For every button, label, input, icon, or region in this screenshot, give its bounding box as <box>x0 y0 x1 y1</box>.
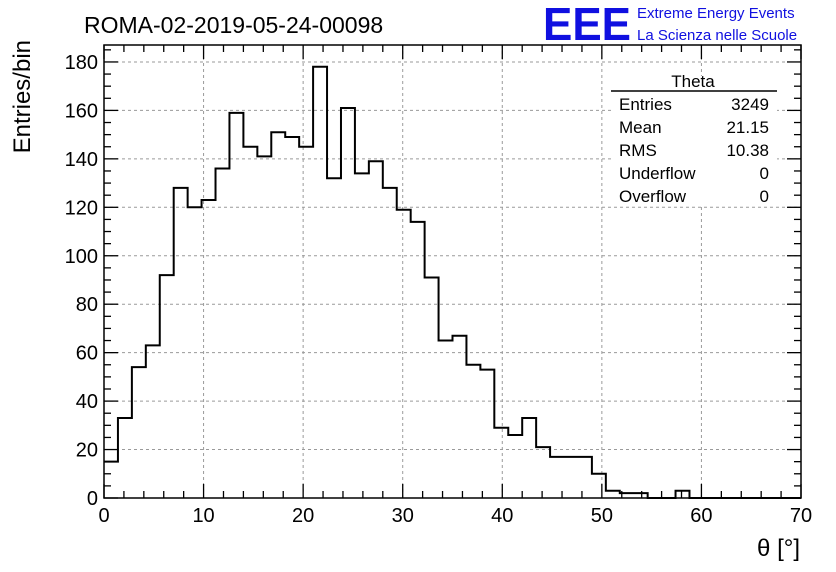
x-tick-label: 40 <box>491 505 513 527</box>
stats-row-label: RMS <box>619 141 657 160</box>
stats-row-value: 0 <box>760 187 769 206</box>
y-tick-label: 0 <box>87 488 98 510</box>
histogram-bin <box>341 108 355 498</box>
histogram-bin <box>411 222 425 498</box>
x-tick-label: 50 <box>591 505 613 527</box>
y-tick-labels: 0 20 40 60 80 100 120 140 160 180 <box>65 52 98 510</box>
run-title: ROMA-02-2019-05-24-00098 <box>84 12 383 38</box>
histogram-bin <box>536 447 550 498</box>
stats-box: Theta Entries 3249 Mean 21.15 RMS 10.38 Underf… <box>611 72 777 206</box>
x-tick-label: 70 <box>790 505 812 527</box>
y-tick-label: 60 <box>76 343 98 365</box>
x-tick-label: 30 <box>392 505 414 527</box>
histogram-bin <box>606 491 620 498</box>
eee-logo-line2: La Scienza nelle Scuole <box>637 27 797 44</box>
histogram-outline <box>104 65 801 499</box>
histogram-bin <box>466 365 480 498</box>
histogram-bin <box>243 147 257 498</box>
histogram-bin <box>299 147 313 498</box>
histogram-bin <box>271 132 285 498</box>
y-tick-label: 80 <box>76 294 98 316</box>
tick-layer <box>103 45 802 499</box>
grid-layer <box>104 45 801 498</box>
y-tick-label: 160 <box>65 100 98 122</box>
eee-logo-line1: Extreme Energy Events <box>637 5 795 22</box>
stats-row-label: Mean <box>619 118 662 137</box>
stats-row-label: Entries <box>619 95 672 114</box>
plot-frame <box>103 44 802 499</box>
histogram-bin <box>174 188 188 498</box>
stats-row-label: Underflow <box>619 164 696 183</box>
histogram-bin <box>313 67 327 498</box>
histogram-series <box>104 65 801 499</box>
stats-row-value: 3249 <box>731 95 769 114</box>
x-tick-label: 60 <box>690 505 712 527</box>
x-axis-title: θ [°] <box>757 535 800 562</box>
y-tick-label: 180 <box>65 52 98 74</box>
histogram-bin <box>397 210 411 498</box>
histogram-bin <box>160 275 174 498</box>
y-tick-label: 100 <box>65 246 98 268</box>
histogram-bin <box>439 341 453 498</box>
histogram-bin <box>285 137 299 498</box>
histogram-bin <box>369 161 383 498</box>
y-tick-label: 140 <box>65 149 98 171</box>
histogram-bin <box>383 188 397 498</box>
histogram-bin <box>216 169 230 498</box>
x-tick-labels: 0 10 20 30 40 50 60 70 <box>98 505 812 527</box>
x-tick-label: 10 <box>192 505 214 527</box>
stats-box-rows: Entries 3249 Mean 21.15 RMS 10.38 Underflow 0 Ov… <box>619 95 769 206</box>
histogram-bin <box>494 428 508 498</box>
stats-row-label: Overflow <box>619 187 687 206</box>
y-tick-label: 40 <box>76 391 98 413</box>
eee-logo-letters: EEE <box>543 0 631 50</box>
histogram-bin <box>480 370 494 498</box>
x-tick-label: 0 <box>98 505 109 527</box>
histogram-bin <box>146 345 160 498</box>
stats-box-background <box>611 76 777 206</box>
stats-box-title: Theta <box>671 72 715 91</box>
histogram-bin <box>257 156 271 498</box>
histogram-bin <box>564 457 578 498</box>
histogram-bin <box>118 418 132 498</box>
histogram-bin <box>578 457 592 498</box>
y-tick-label: 20 <box>76 440 98 462</box>
y-tick-label: 120 <box>65 197 98 219</box>
histogram-bin <box>453 336 467 498</box>
histogram-bin <box>508 435 522 498</box>
histogram-bin <box>229 113 243 498</box>
x-tick-label: 20 <box>292 505 314 527</box>
histogram-bin <box>425 278 439 498</box>
stats-row-value: 21.15 <box>726 118 769 137</box>
histogram-bin <box>522 418 536 498</box>
histogram-bin <box>592 474 606 498</box>
histogram-bin <box>676 491 690 498</box>
histogram-bin <box>132 367 146 498</box>
histogram-bin <box>104 462 118 498</box>
eee-logo: EEE Extreme Energy Events La Scienza nel… <box>543 0 797 50</box>
stats-row-value: 10.38 <box>726 141 769 160</box>
stats-row-value: 0 <box>760 164 769 183</box>
y-axis-title: Entries/bin <box>9 40 36 153</box>
